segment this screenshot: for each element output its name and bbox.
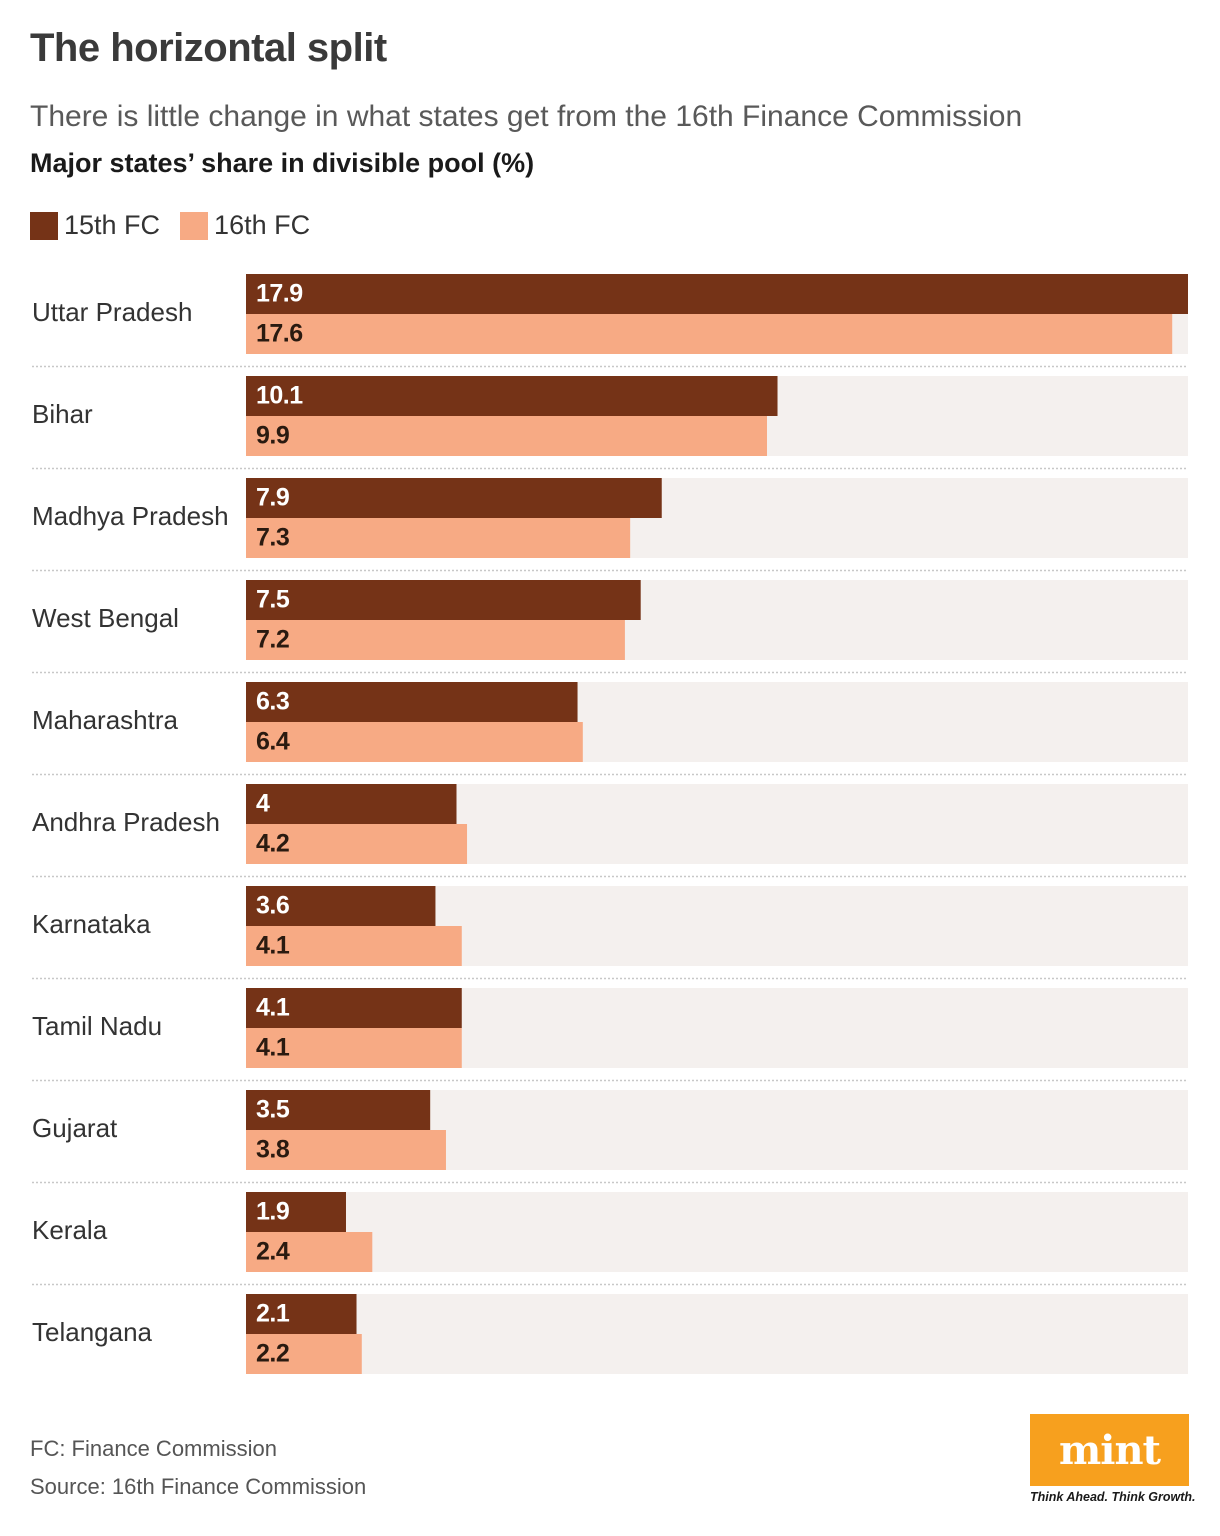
value-label-15th-fc-kerala: 1.9 xyxy=(256,1198,289,1226)
chart-subtitle: There is little change in what states ge… xyxy=(30,100,1023,133)
value-label-15th-fc-tamil-nadu: 4.1 xyxy=(256,994,290,1022)
category-label-madhya-pradesh: Madhya Pradesh xyxy=(32,501,229,531)
legend-swatch-16th-fc xyxy=(180,211,209,240)
value-label-15th-fc-telangana: 2.1 xyxy=(256,1300,290,1328)
bar-16th-fc-maharashtra xyxy=(246,722,583,762)
bar-16th-fc-karnataka xyxy=(246,926,462,966)
legend-label-16th-fc: 16th FC xyxy=(214,210,311,240)
bar-15th-fc-telangana xyxy=(246,1294,357,1334)
category-label-tamil-nadu: Tamil Nadu xyxy=(32,1011,162,1041)
value-label-16th-fc-maharashtra: 6.4 xyxy=(256,728,290,756)
value-label-16th-fc-tamil-nadu: 4.1 xyxy=(256,1034,290,1062)
legend-item-15th-fc: 15th FC xyxy=(30,210,160,241)
footnote-abbreviation: FC: Finance Commission xyxy=(30,1436,277,1461)
category-label-andhra-pradesh: Andhra Pradesh xyxy=(32,807,220,837)
bar-16th-fc-tamil-nadu xyxy=(246,1028,462,1068)
bar-16th-fc-gujarat xyxy=(246,1130,446,1170)
bar-15th-fc-uttar-pradesh xyxy=(246,274,1188,314)
bar-15th-fc-andhra-pradesh xyxy=(246,784,457,824)
bar-15th-fc-tamil-nadu xyxy=(246,988,462,1028)
value-label-15th-fc-andhra-pradesh: 4 xyxy=(256,790,270,818)
bar-16th-fc-west-bengal xyxy=(246,620,625,660)
chart-title: The horizontal split xyxy=(30,26,387,70)
bar-16th-fc-telangana xyxy=(246,1334,362,1374)
value-label-16th-fc-west-bengal: 7.2 xyxy=(256,626,289,654)
bar-15th-fc-west-bengal xyxy=(246,580,641,620)
category-label-gujarat: Gujarat xyxy=(32,1113,118,1143)
value-label-16th-fc-telangana: 2.2 xyxy=(256,1340,289,1368)
value-label-16th-fc-uttar-pradesh: 17.6 xyxy=(256,320,303,348)
bar-15th-fc-madhya-pradesh xyxy=(246,478,662,518)
mint-logo: mint xyxy=(1030,1414,1189,1486)
value-label-15th-fc-gujarat: 3.5 xyxy=(256,1096,290,1124)
legend-swatch-15th-fc xyxy=(30,211,58,240)
value-label-15th-fc-madhya-pradesh: 7.9 xyxy=(256,484,289,512)
category-label-bihar: Bihar xyxy=(32,399,93,429)
bar-15th-fc-kerala xyxy=(246,1192,346,1232)
value-label-16th-fc-kerala: 2.4 xyxy=(256,1238,290,1266)
value-label-15th-fc-uttar-pradesh: 17.9 xyxy=(256,280,303,308)
bar-16th-fc-uttar-pradesh xyxy=(246,314,1173,354)
chart-heading: Major states’ share in divisible pool (%… xyxy=(30,148,535,178)
bar-15th-fc-maharashtra xyxy=(246,682,578,722)
bar-track-kerala xyxy=(246,1192,1188,1272)
logo-tagline: Think Ahead. Think Growth. xyxy=(1030,1490,1196,1504)
value-label-15th-fc-bihar: 10.1 xyxy=(256,382,303,410)
category-label-karnataka: Karnataka xyxy=(32,909,151,939)
category-label-west-bengal: West Bengal xyxy=(32,603,179,633)
bar-16th-fc-bihar xyxy=(246,416,767,456)
category-label-telangana: Telangana xyxy=(32,1317,153,1347)
value-label-16th-fc-gujarat: 3.8 xyxy=(256,1136,290,1164)
logo-text: mint xyxy=(1058,1426,1161,1474)
value-label-16th-fc-andhra-pradesh: 4.2 xyxy=(256,830,289,858)
value-label-16th-fc-bihar: 9.9 xyxy=(256,422,289,450)
category-label-uttar-pradesh: Uttar Pradesh xyxy=(32,297,192,327)
legend: 15th FC 16th FC xyxy=(30,210,330,241)
bar-chart: Uttar Pradesh 17.9 17.6 Bihar 10.1 9.9 Madhya … xyxy=(32,274,1188,1374)
category-label-maharashtra: Maharashtra xyxy=(32,705,178,735)
value-label-15th-fc-maharashtra: 6.3 xyxy=(256,688,289,716)
value-label-15th-fc-west-bengal: 7.5 xyxy=(256,586,290,614)
bar-15th-fc-bihar xyxy=(246,376,778,416)
category-label-kerala: Kerala xyxy=(32,1215,108,1245)
value-label-15th-fc-karnataka: 3.6 xyxy=(256,892,289,920)
value-label-16th-fc-madhya-pradesh: 7.3 xyxy=(256,524,289,552)
legend-item-16th-fc: 16th FC xyxy=(180,210,310,241)
bar-15th-fc-karnataka xyxy=(246,886,436,926)
bar-15th-fc-gujarat xyxy=(246,1090,431,1130)
value-label-16th-fc-karnataka: 4.1 xyxy=(256,932,290,960)
legend-label-15th-fc: 15th FC xyxy=(64,210,161,240)
bar-16th-fc-andhra-pradesh xyxy=(246,824,468,864)
bar-16th-fc-madhya-pradesh xyxy=(246,518,631,558)
bar-16th-fc-kerala xyxy=(246,1232,373,1272)
bar-track-telangana xyxy=(246,1294,1188,1374)
source-note: Source: 16th Finance Commission xyxy=(30,1474,367,1499)
